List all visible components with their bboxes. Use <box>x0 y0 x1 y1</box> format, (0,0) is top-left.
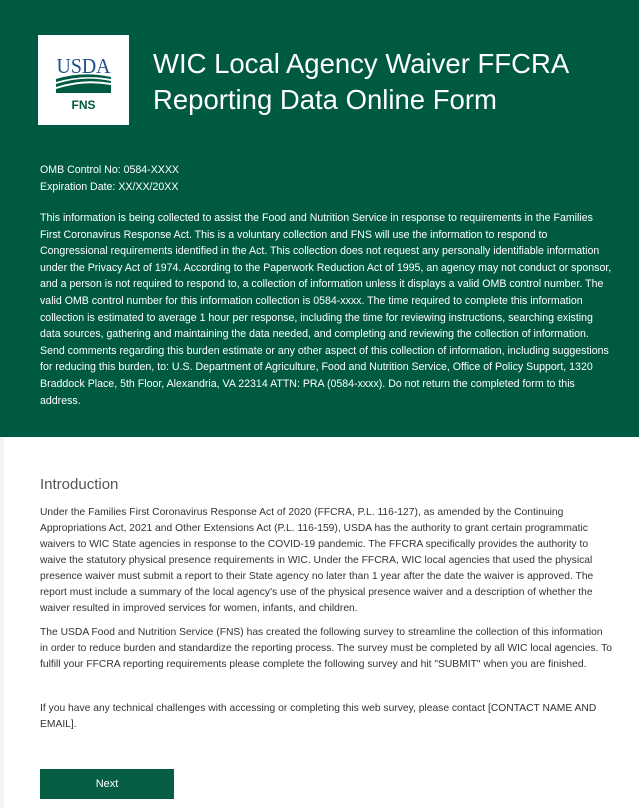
omb-info: OMB Control No: 0584-XXXX Expiration Dat… <box>40 162 179 196</box>
main-content <box>4 437 639 808</box>
intro-paragraph-1: Under the Families First Coronavirus Res… <box>40 507 594 614</box>
expiration-date: Expiration Date: XX/XX/20XX <box>40 181 179 193</box>
svg-text:FNS: FNS <box>72 98 96 112</box>
usda-logo-icon: USDA FNS <box>56 54 112 112</box>
usda-fns-logo: USDA FNS <box>38 35 129 125</box>
title-line-1: WIC Local Agency Waiver FFCRA <box>153 48 570 79</box>
page-title: WIC Local Agency Waiver FFCRA Reporting … <box>153 46 569 118</box>
omb-control-number: OMB Control No: 0584-XXXX <box>40 164 179 176</box>
title-line-2: Reporting Data Online Form <box>153 84 497 115</box>
svg-text:USDA: USDA <box>57 54 112 78</box>
next-button[interactable]: Next <box>40 769 174 799</box>
header-banner: USDA FNS WIC Local Agency Waiver FFCRA R… <box>0 0 639 437</box>
intro-paragraph-2: The USDA Food and Nutrition Service (FNS… <box>40 627 612 670</box>
burden-notice: This information is being collected to a… <box>40 212 612 407</box>
intro-paragraph-3: If you have any technical challenges wit… <box>40 703 597 730</box>
introduction-heading: Introduction <box>40 476 119 493</box>
